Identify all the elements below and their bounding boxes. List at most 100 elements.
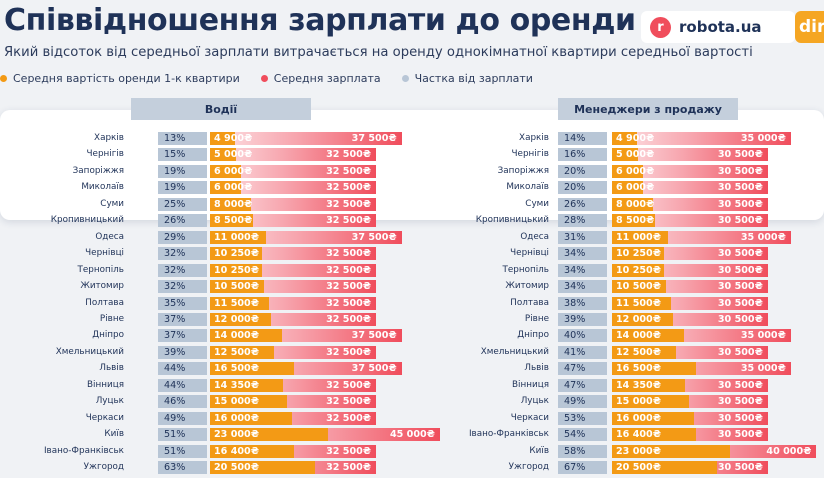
salary-bar: 30 500₴	[612, 181, 768, 195]
rent-bar: 23 000₴	[210, 428, 328, 442]
share-bar: 26%	[158, 214, 207, 228]
rent-bar: 10 250₴	[612, 263, 665, 277]
rent-bar: 5 000₴	[612, 148, 654, 162]
rent-bar: 8 000₴	[612, 197, 654, 211]
legend-item-rent: Середня вартість оренди 1-к квартири	[0, 72, 240, 85]
city-label: Дніпро	[517, 330, 549, 341]
share-bar: 34%	[558, 263, 607, 277]
city-label: Луцьк	[95, 396, 124, 407]
share-bar: 16%	[558, 148, 607, 162]
city-label: Миколаїв	[81, 182, 124, 193]
share-bar: 32%	[158, 247, 207, 261]
page-subtitle: Який відсоток від середньої зарплати вит…	[4, 45, 753, 60]
city-label: Івано-Франківськ	[468, 429, 549, 440]
rent-bar: 10 500₴	[210, 280, 264, 294]
legend-item-salary: Середня зарплата	[260, 71, 381, 85]
share-bar: 44%	[158, 378, 207, 392]
share-bar: 34%	[558, 280, 607, 294]
salary-bar: 32 500₴	[210, 197, 377, 211]
city-label: Тернопіль	[77, 264, 124, 275]
city-label: Харків	[94, 133, 124, 143]
city-label: Житомир	[80, 281, 124, 292]
rent-bar: 16 500₴	[612, 362, 697, 376]
share-bar: 47%	[558, 362, 607, 376]
salary-bar: 32 500₴	[210, 148, 377, 162]
share-bar: 44%	[158, 362, 207, 376]
share-bar: 26%	[558, 197, 607, 211]
rent-bar: 16 400₴	[210, 444, 294, 458]
rent-bar: 20 500₴	[210, 461, 315, 474]
rent-bar: 12 500₴	[210, 345, 274, 359]
share-bar: 19%	[158, 181, 207, 195]
share-bar: 63%	[158, 461, 207, 474]
rent-bar: 15 000₴	[612, 395, 689, 409]
rent-bar: 8 500₴	[210, 214, 254, 228]
city-label: Кропивницький	[50, 215, 124, 226]
chart-legend: Середня вартість оренди 1-к квартири Сер…	[0, 71, 554, 85]
robota-logo-text: robota.ua	[679, 18, 762, 36]
rent-bar: 12 000₴	[210, 312, 272, 326]
share-bar: 51%	[158, 444, 207, 458]
rent-bar: 23 000₴	[612, 444, 730, 458]
legend-label-salary: Середня зарплата	[273, 71, 381, 85]
city-label: Запоріжжя	[497, 165, 549, 176]
city-label: Житомир	[505, 281, 549, 292]
column-header-sales-managers: Менеджери з продажу	[558, 98, 738, 120]
legend-label-rent: Середня вартість оренди 1-к квартири	[13, 71, 240, 85]
city-label: Одеса	[520, 231, 549, 242]
legend-dot-salary	[260, 74, 268, 82]
rent-bar: 10 250₴	[210, 263, 263, 277]
share-bar: 19%	[158, 164, 207, 178]
share-bar: 29%	[158, 230, 207, 244]
rent-bar: 20 500₴	[612, 461, 717, 474]
partner-logo[interactable]: dir	[795, 11, 824, 43]
share-bar: 37%	[158, 329, 207, 343]
share-bar: 14%	[558, 132, 607, 145]
rent-bar: 5 000₴	[210, 148, 252, 162]
city-label: Миколаїв	[506, 182, 549, 193]
share-bar: 25%	[158, 197, 207, 211]
rent-bar: 10 250₴	[210, 247, 263, 261]
city-label: Київ	[529, 445, 549, 456]
salary-bar: 30 500₴	[612, 148, 768, 162]
rent-bar: 6 000₴	[612, 164, 654, 178]
robota-logo[interactable]: r robota.ua	[641, 11, 795, 43]
rent-bar: 14 350₴	[612, 378, 686, 392]
rent-bar: 8 500₴	[612, 214, 656, 228]
share-bar: 15%	[158, 148, 207, 162]
rent-bar: 14 000₴	[210, 329, 282, 343]
share-bar: 49%	[158, 411, 207, 425]
city-label: Львів	[99, 363, 124, 374]
city-label: Хмельницький	[55, 346, 124, 357]
city-label: Одеса	[95, 231, 124, 242]
city-label: Рівне	[99, 313, 124, 324]
city-label: Львів	[524, 363, 549, 374]
city-label: Чернівці	[85, 248, 124, 259]
column-header-drivers: Водії	[131, 98, 311, 120]
rent-bar: 6 000₴	[210, 181, 252, 195]
share-bar: 58%	[558, 444, 607, 458]
share-bar: 13%	[158, 132, 207, 145]
legend-dot-share	[401, 74, 409, 82]
city-label: Дніпро	[92, 330, 124, 341]
share-bar: 46%	[158, 395, 207, 409]
city-label: Вінниця	[87, 379, 124, 390]
rent-bar: 11 000₴	[210, 230, 267, 244]
share-bar: 38%	[558, 296, 607, 310]
city-label: Кропивницький	[475, 215, 549, 226]
salary-bar: 32 500₴	[210, 181, 377, 195]
share-bar: 47%	[558, 378, 607, 392]
rent-bar: 16 000₴	[210, 411, 292, 425]
share-bar: 34%	[558, 247, 607, 261]
salary-bar: 32 500₴	[210, 164, 377, 178]
share-bar: 31%	[558, 230, 607, 244]
rent-bar: 14 000₴	[612, 329, 684, 343]
share-bar: 41%	[558, 345, 607, 359]
rent-bar: 16 500₴	[210, 362, 295, 376]
salary-bar: 30 500₴	[612, 164, 768, 178]
rent-bar: 16 400₴	[612, 428, 696, 442]
city-label: Рівне	[524, 313, 549, 324]
rent-bar: 14 350₴	[210, 378, 284, 392]
city-label: Івано-Франківськ	[43, 445, 124, 456]
city-label: Тернопіль	[502, 264, 549, 275]
